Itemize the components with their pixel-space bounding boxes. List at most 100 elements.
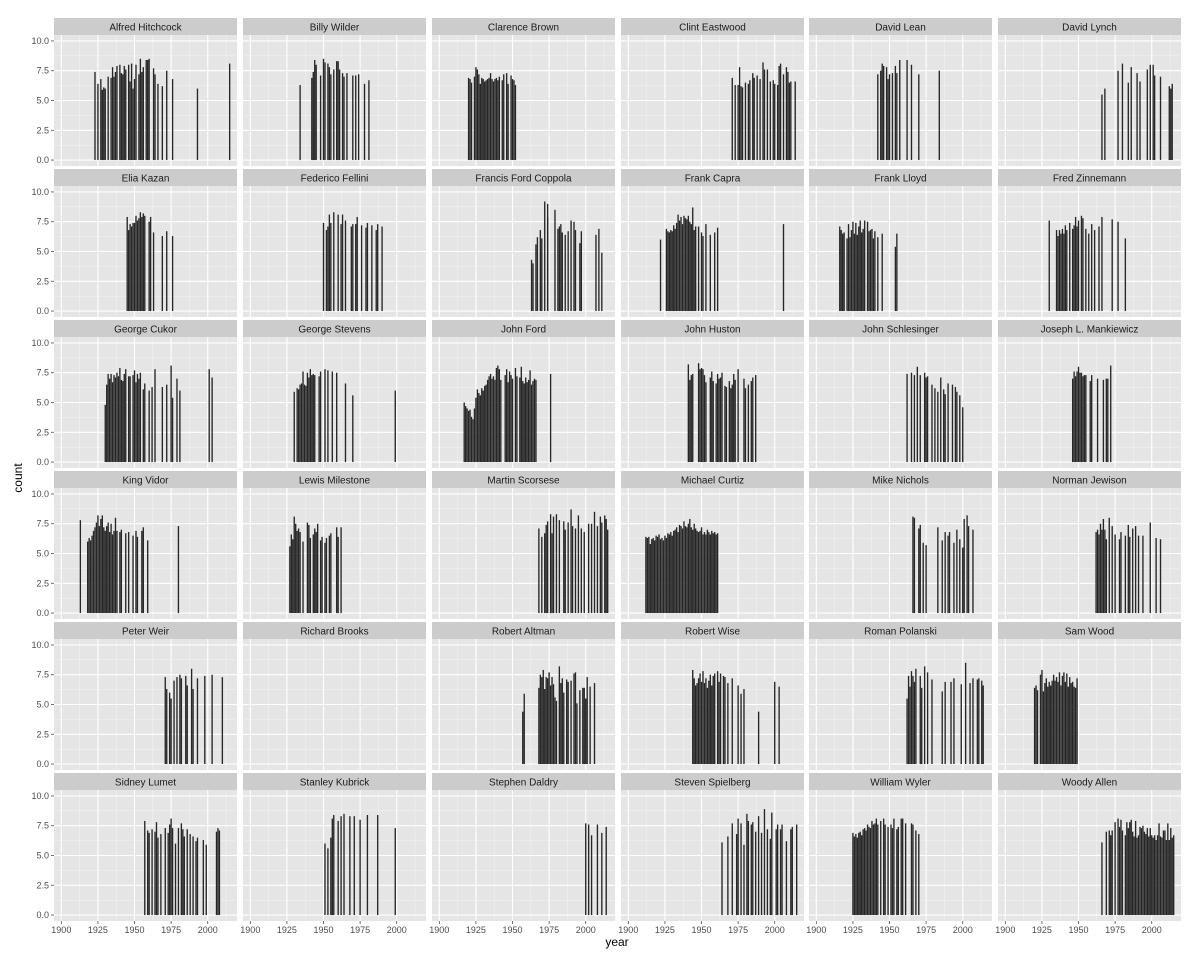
panel: Federico Fellini: [243, 169, 426, 317]
bar: [766, 829, 769, 916]
y-axis-title: count: [11, 463, 25, 493]
panel: King Vidor: [54, 471, 237, 619]
bar: [670, 230, 672, 312]
bar: [1042, 691, 1045, 765]
bar: [1076, 678, 1078, 765]
bar: [544, 689, 546, 765]
panel: David Lynch: [998, 18, 1181, 166]
bar: [308, 524, 310, 614]
bar: [507, 382, 509, 463]
bar: [884, 824, 886, 916]
x-tick-label: 1950: [692, 925, 712, 935]
bar: [574, 672, 577, 765]
bar: [333, 69, 335, 161]
facet-strip: [809, 18, 992, 35]
bar: [148, 832, 150, 916]
facet-label: John Huston: [684, 325, 740, 336]
bar: [673, 530, 675, 614]
bar: [1058, 230, 1061, 312]
facet-label: William Wyler: [870, 778, 931, 789]
bar: [322, 58, 325, 161]
bar: [906, 698, 908, 765]
bar: [132, 535, 134, 614]
bar: [941, 540, 943, 614]
bar: [141, 71, 143, 161]
bar: [1117, 70, 1119, 161]
bar: [737, 85, 739, 161]
bar: [560, 224, 562, 312]
bar: [677, 214, 679, 312]
bar: [891, 828, 894, 916]
bar: [601, 832, 603, 916]
bar: [846, 238, 848, 312]
facet-strip: [243, 622, 426, 639]
bar: [880, 820, 882, 916]
bar: [689, 379, 691, 463]
bar: [180, 823, 183, 916]
bar: [305, 385, 307, 463]
bar: [170, 698, 172, 765]
facet-label: Stephen Daldry: [489, 778, 558, 789]
facet-strip: [809, 471, 992, 488]
bar: [479, 395, 481, 463]
bar: [465, 406, 467, 463]
bar: [297, 528, 300, 614]
bar: [852, 221, 854, 312]
bar: [337, 536, 339, 614]
bar: [319, 540, 322, 614]
bar: [794, 81, 796, 161]
bar: [735, 834, 738, 916]
bar: [687, 364, 690, 463]
y-tick-label: 5.0: [36, 549, 49, 559]
bar: [714, 673, 716, 765]
bar: [678, 524, 681, 614]
bar: [716, 227, 719, 312]
bar: [678, 220, 681, 312]
bar: [489, 373, 492, 463]
bar: [966, 515, 968, 614]
bar: [1055, 230, 1058, 312]
bar: [344, 220, 347, 312]
bar: [541, 238, 543, 312]
bar: [891, 73, 894, 161]
facet-label: Federico Fellini: [301, 174, 369, 185]
bar: [324, 542, 326, 614]
bar: [1110, 835, 1112, 916]
bar: [1132, 831, 1134, 916]
bar: [324, 369, 326, 463]
bar: [111, 67, 114, 161]
bar: [494, 379, 496, 463]
bar: [686, 219, 688, 312]
bar: [918, 834, 920, 916]
bar: [674, 228, 676, 312]
bar: [737, 818, 739, 916]
bar: [1133, 836, 1135, 916]
bar: [336, 527, 338, 614]
bar: [944, 681, 946, 765]
bar: [686, 527, 688, 614]
bar: [1143, 831, 1146, 916]
bar: [221, 677, 224, 765]
bar: [1140, 828, 1143, 916]
bar: [147, 540, 149, 614]
bar: [1127, 524, 1129, 614]
bar: [1108, 517, 1110, 614]
facet-strip: [998, 471, 1181, 488]
y-tick-label: 2.5: [36, 578, 49, 588]
bar: [585, 823, 587, 916]
bar: [923, 372, 926, 463]
bar: [139, 372, 142, 463]
bar: [141, 530, 143, 614]
bar: [120, 73, 123, 161]
bar: [769, 838, 771, 916]
bar: [1137, 535, 1140, 614]
panel: Alfred Hitchcock: [54, 18, 237, 166]
bar: [681, 528, 684, 614]
bar: [646, 538, 649, 614]
bar: [1153, 75, 1156, 161]
y-tick-label: 0.0: [36, 608, 49, 618]
bar: [312, 534, 314, 614]
bar: [97, 515, 99, 614]
bar: [877, 824, 879, 916]
facet-strip: [54, 773, 237, 790]
